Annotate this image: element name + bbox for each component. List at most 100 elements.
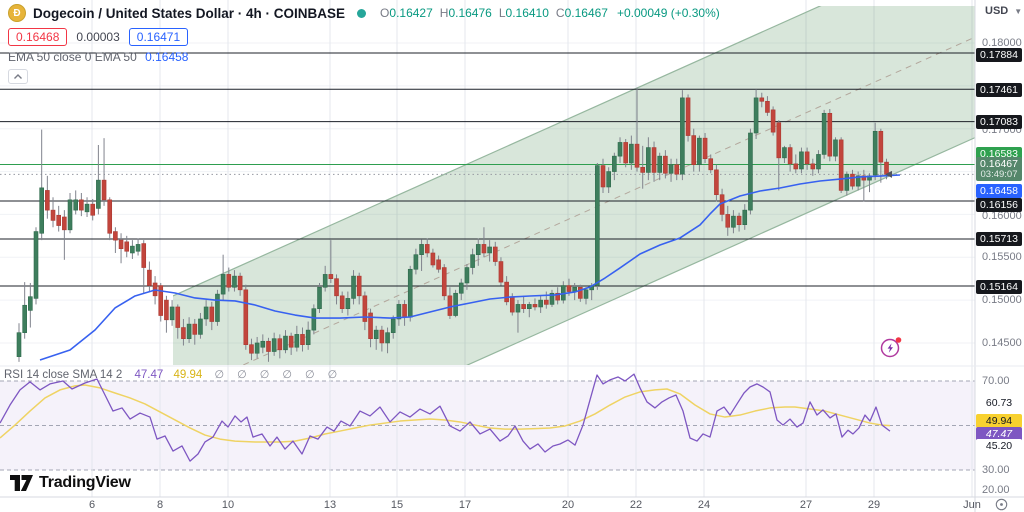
candle [232,275,237,288]
candle [311,308,317,331]
axis-label: 70.00 [982,375,1010,387]
candle [759,97,765,102]
candle [243,289,249,345]
candle [220,274,226,295]
candle [714,169,719,196]
dogecoin-icon: Ð [8,4,26,22]
candle [271,338,277,352]
chevron-up-icon [14,74,22,79]
candle [22,304,27,333]
candle [680,97,685,175]
candle [646,147,651,173]
candle [492,246,498,262]
collapse-legend-button[interactable] [8,69,28,84]
axis-price-badge: 0.17461 [976,83,1022,97]
candle [135,244,141,252]
time-axis-bg [0,497,975,512]
rsi-line[interactable] [0,373,891,462]
rsi-legend[interactable]: RSI 14 close SMA 14 2 47.47 49.94 ∅ ∅ ∅ … [4,368,342,381]
time-axis-label: 24 [697,499,711,511]
rsi-sma-line[interactable] [0,384,891,443]
candle [544,299,549,305]
candle [430,252,436,266]
axis-price-badge: 0.16458 [976,184,1022,198]
ema50-line[interactable] [39,174,901,361]
candle [708,158,714,171]
axis-price-badge: 60.73 [976,396,1022,410]
candle [838,139,844,191]
candle [595,165,600,286]
candle [736,215,742,225]
price-axis[interactable]: 0.18000 0.17000 0.16000 0.15500 0.15000 0.145… [975,0,1024,512]
candle [45,190,50,211]
candle [623,142,628,164]
spread-value: 0.00003 [76,30,120,44]
candle [345,298,351,309]
candle [351,275,356,299]
candle [498,261,504,283]
rsi-sma-legend-value: 49.94 [173,369,203,381]
axis-label: 0.14500 [982,337,1022,349]
high-label: H [439,6,449,20]
quick-alert-button[interactable] [879,335,905,359]
candle [277,338,283,351]
time-axis-label: 29 [867,499,881,511]
candle [300,334,305,345]
candle [79,199,84,211]
candle [96,179,101,209]
candle [305,329,311,345]
candle [464,267,470,284]
time-axis[interactable]: 6 8 10 13 15 17 20 22 24 27 29 Jun [0,497,1024,512]
candle [612,155,617,172]
sell-price-button[interactable]: 0.16468 [8,28,68,46]
tradingview-logo[interactable]: TradingView [10,474,131,492]
candle [674,164,680,175]
candle [782,147,787,159]
candle [634,143,640,168]
candle [804,151,810,165]
candle [861,175,867,181]
chevron-down-icon: ▼ [1014,6,1023,16]
candle [441,267,447,297]
candle [617,142,623,157]
axis-price-badge: 0.17884 [976,48,1022,62]
candle [509,296,515,313]
ema-legend-label: EMA 50 close 0 EMA 50 [8,50,137,64]
candle [266,340,271,352]
currency-selector[interactable]: USD ▼ [985,5,1022,17]
tradingview-logo-text: TradingView [39,474,131,491]
axis-price-badge: 45.20 [976,439,1022,453]
candle [470,254,475,268]
candle [402,304,407,318]
rsi-legend-value: 47.47 [134,369,164,381]
candle [390,318,396,333]
candle [181,327,186,339]
timezone-clock-icon[interactable] [995,498,1008,512]
candle [697,137,702,166]
candle [600,165,606,188]
candle [657,155,663,173]
candle [555,292,560,301]
candle [288,335,294,348]
market-status-icon[interactable] [357,8,367,18]
time-axis-label: 13 [323,499,337,511]
candle [413,254,419,270]
currency-label: USD [985,5,1009,17]
candle [283,335,288,351]
buy-price-button[interactable]: 0.16471 [128,28,189,46]
price-change: +0.00049 (+0.30%) [616,6,720,20]
candle [175,306,181,328]
candle [294,334,300,348]
candle [515,304,521,313]
candle [84,203,90,213]
candle [578,286,583,299]
ema-legend[interactable]: EMA 50 close 0 EMA 50 0.16458 [8,50,720,65]
symbol-row[interactable]: Ð Dogecoin / United States Dollar · 4h ·… [8,4,720,22]
time-axis-label: 27 [799,499,813,511]
candles [16,87,889,362]
candle [538,299,543,308]
candle [209,306,215,322]
symbol-title[interactable]: Dogecoin / United States Dollar · 4h · C… [33,5,346,21]
time-axis-label: 6 [88,499,96,511]
candle [147,269,152,286]
